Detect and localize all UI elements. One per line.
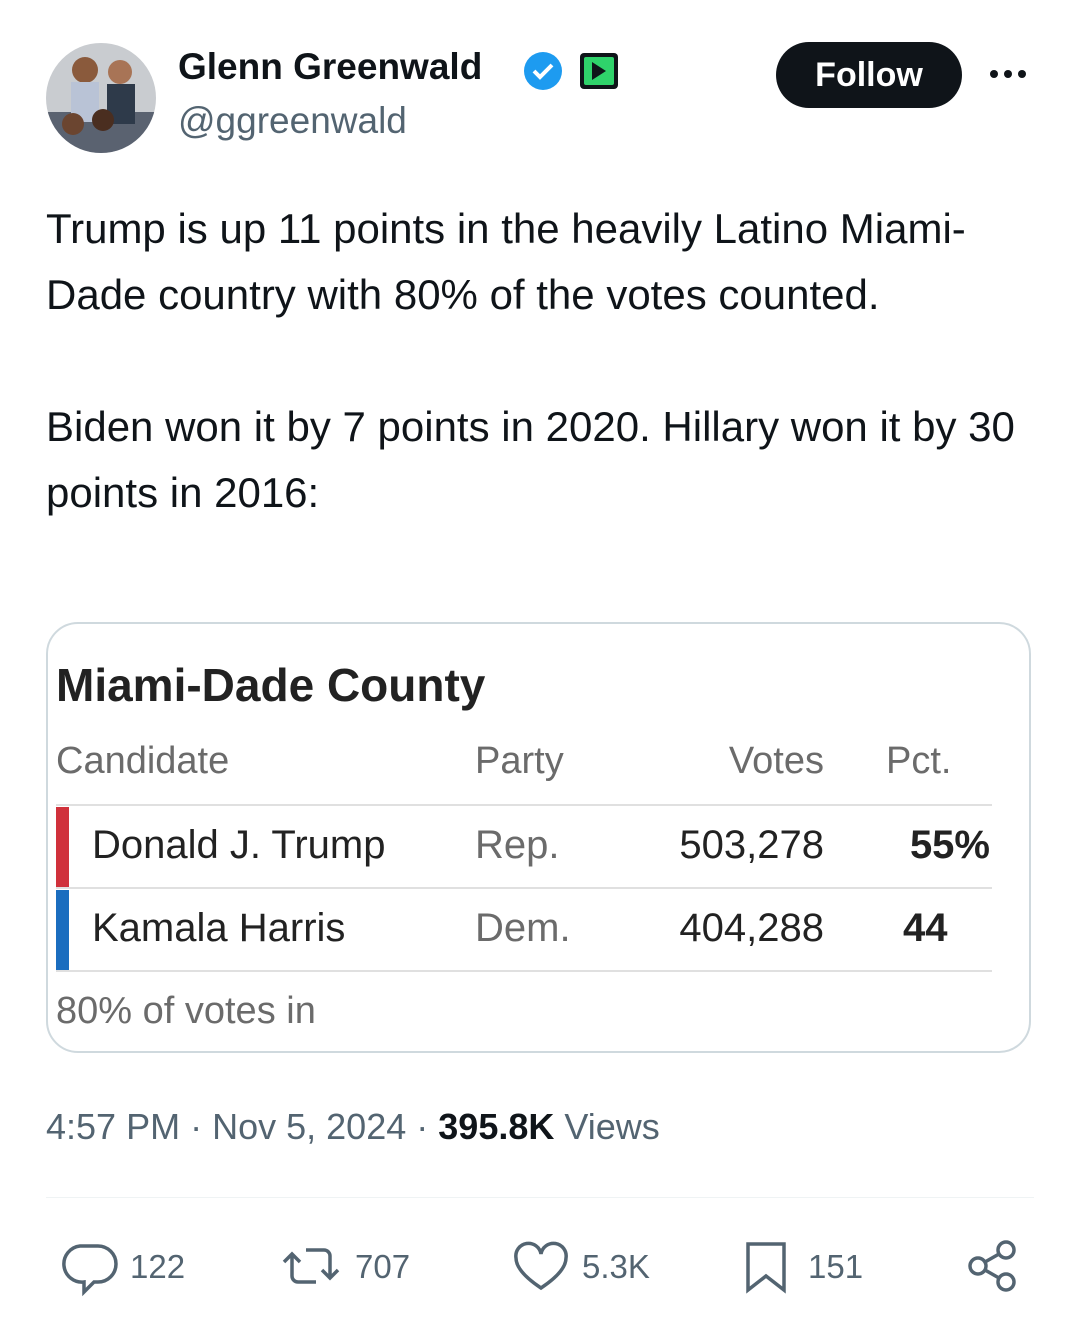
timestamp: 4:57 PM · Nov 5, 2024 · 395.8K Views [46,1106,660,1148]
reply-count: 122 [130,1248,186,1285]
tweet-text: Trump is up 11 points in the heavily Lat… [46,196,1046,592]
paragraph: Trump is up 11 points in the heavily Lat… [46,205,966,318]
author-handle[interactable]: @ggreenwald [178,100,407,141]
row-rule [56,970,992,972]
paragraph: Biden won it by 7 points in 2020. Hillar… [46,403,1015,516]
column-header: Party [475,740,564,782]
cell: Rep. [475,823,560,867]
divider [46,1197,1034,1198]
date[interactable]: Nov 5, 2024 [212,1106,407,1147]
image-card[interactable]: Miami-Dade County Candidate Party Votes … [46,622,1031,1053]
footnote: 80% of votes in [56,990,316,1032]
avatar[interactable] [45,42,157,154]
time[interactable]: 4:57 PM [46,1106,181,1147]
cell: 404,288 [679,906,824,950]
cell: Dem. [475,906,571,950]
separator: · [190,1106,203,1147]
cell: 55% [909,823,990,867]
bookmark-count: 151 [808,1248,864,1285]
cell: 44 [903,906,948,950]
column-header: Votes [728,740,824,782]
party-bar [56,890,69,970]
view-count: 395.8K [438,1106,555,1147]
more-menu[interactable] [988,64,1032,84]
reply-icon[interactable] [62,1244,118,1297]
follow-button[interactable]: Follow [776,42,962,108]
row-rule [56,887,992,889]
row-rule [56,804,992,806]
cell: 503,278 [679,823,824,867]
bookmark-icon[interactable] [746,1242,786,1294]
card-title: Miami-Dade County [56,659,486,711]
like-icon[interactable] [514,1241,568,1291]
repost-count: 707 [355,1248,411,1285]
separator: · [416,1106,429,1147]
repost-icon[interactable] [282,1248,340,1284]
cell: Kamala Harris [92,906,346,950]
column-header: Candidate [56,740,230,782]
cell: Donald J. Trump [92,823,386,867]
badges [524,52,618,90]
share-icon[interactable] [968,1240,1016,1292]
column-header: Pct. [886,740,952,782]
author-name[interactable]: Glenn Greenwald [178,46,483,87]
action-icons [62,1240,1016,1297]
like-count: 5.3K [582,1248,650,1285]
views-label: Views [564,1106,660,1147]
party-bar [56,807,69,887]
